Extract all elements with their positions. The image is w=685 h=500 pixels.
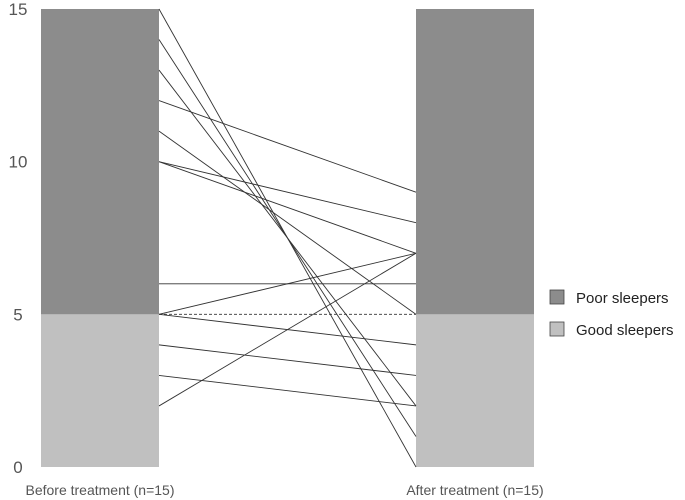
y-tick-label: 0 xyxy=(13,458,22,477)
legend-swatch xyxy=(549,321,565,337)
bar-after-poor-sleepers xyxy=(416,9,534,315)
paired-line xyxy=(158,161,417,254)
paired-line xyxy=(158,252,417,315)
paired-line xyxy=(158,100,417,193)
paired-line xyxy=(158,374,417,407)
y-tick-label: 10 xyxy=(9,153,28,172)
x-axis: Before treatment (n=15) After treatment (… xyxy=(25,482,543,498)
x-category-label: After treatment (n=15) xyxy=(406,482,543,498)
legend-label: Poor sleepers xyxy=(576,290,669,307)
legend: Poor sleepers Good sleepers xyxy=(549,289,674,339)
y-tick-label: 5 xyxy=(13,305,22,324)
legend-swatch xyxy=(549,289,565,305)
bar-before-good-sleepers xyxy=(41,314,159,467)
paired-line xyxy=(158,252,417,407)
paired-lines-group xyxy=(158,8,417,468)
bars-group xyxy=(41,9,534,467)
paired-line xyxy=(158,161,417,224)
x-category-label: Before treatment (n=15) xyxy=(25,482,174,498)
legend-label: Good sleepers xyxy=(576,322,674,339)
bar-before-poor-sleepers xyxy=(41,9,159,315)
paired-line xyxy=(158,130,417,315)
y-tick-label: 15 xyxy=(9,0,28,19)
y-axis: 0 5 10 15 xyxy=(9,0,28,477)
paired-line xyxy=(158,69,417,407)
bar-after-good-sleepers xyxy=(416,314,534,467)
paired-line xyxy=(158,344,417,376)
